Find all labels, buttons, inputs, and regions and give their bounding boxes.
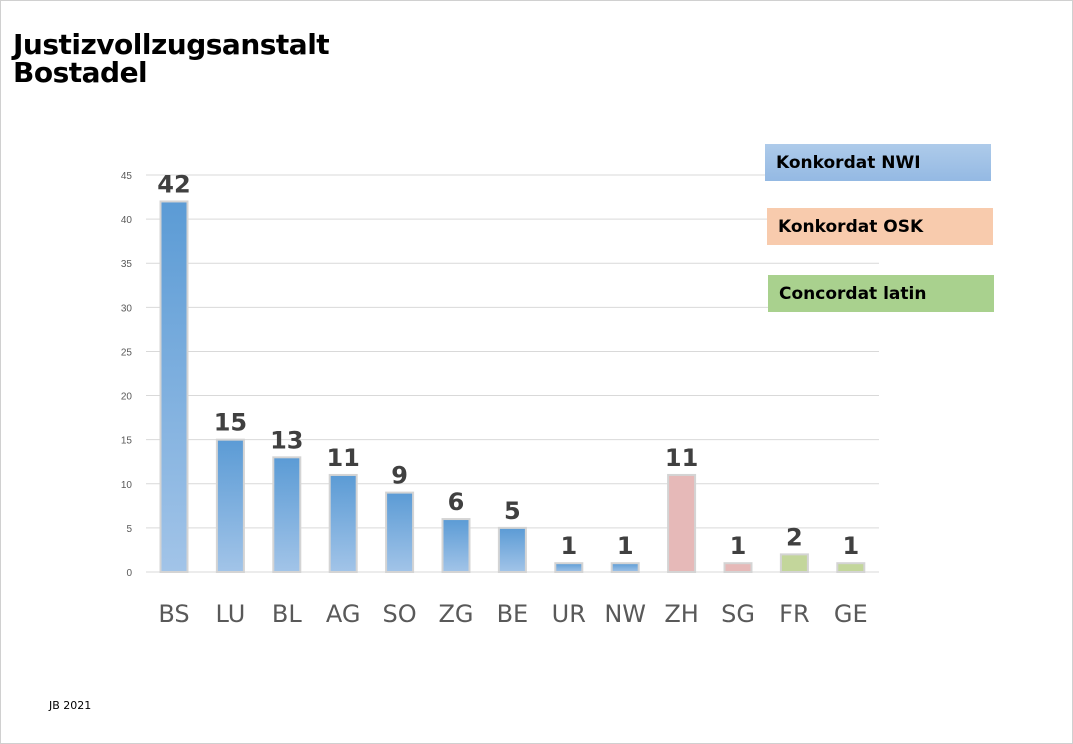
y-tick-label: 35 <box>121 259 133 270</box>
bar-be <box>497 526 527 574</box>
footer-note: JB 2021 <box>49 699 92 712</box>
legend-label: Konkordat NWI <box>776 152 921 173</box>
x-tick-label: BS <box>158 600 189 628</box>
data-label: 1 <box>617 532 634 560</box>
x-tick-label: NW <box>604 600 646 628</box>
data-label: 42 <box>157 170 190 198</box>
bar-sg <box>723 562 753 574</box>
bar-zh <box>667 473 697 574</box>
bar-nw <box>610 562 640 574</box>
bar-so <box>385 491 415 574</box>
data-label: 11 <box>665 444 698 472</box>
x-tick-label: BL <box>272 600 302 628</box>
y-tick-label: 45 <box>121 171 133 182</box>
data-label: 13 <box>270 426 303 454</box>
bar-bl <box>272 456 302 573</box>
chart-title: Justizvollzugsanstalt Bostadel <box>13 28 330 89</box>
y-tick-label: 25 <box>121 347 133 358</box>
title-line-1: Justizvollzugsanstalt <box>13 28 330 61</box>
data-label: 15 <box>214 409 247 437</box>
legend-osk: Konkordat OSK <box>767 208 993 245</box>
y-tick-label: 30 <box>121 303 133 314</box>
bar-lu <box>215 438 245 573</box>
x-tick-label: SO <box>383 600 417 628</box>
x-tick-label: AG <box>326 600 361 628</box>
bar-ag <box>328 473 358 574</box>
data-label: 11 <box>326 444 359 472</box>
y-tick-label: 0 <box>126 568 132 579</box>
data-label: 1 <box>730 532 747 560</box>
bar-ur <box>554 562 584 574</box>
y-tick-label: 10 <box>121 480 133 491</box>
x-tick-label: FR <box>779 600 809 628</box>
y-tick-label: 5 <box>126 524 132 535</box>
x-tick-label: SG <box>721 600 755 628</box>
bar-bs <box>159 200 189 573</box>
data-label: 5 <box>504 497 521 525</box>
data-label: 9 <box>391 462 408 490</box>
legend-label: Konkordat OSK <box>778 216 924 237</box>
x-tick-label: ZG <box>438 600 473 628</box>
y-tick-label: 20 <box>121 392 133 403</box>
legend-latin: Concordat latin <box>768 275 994 312</box>
y-tick-label: 15 <box>121 436 133 447</box>
data-label: 6 <box>448 488 465 516</box>
bar-zg <box>441 518 471 573</box>
data-label: 2 <box>786 523 803 551</box>
data-label: 1 <box>842 532 859 560</box>
bar-fr <box>779 553 809 573</box>
legend-label: Concordat latin <box>779 283 927 304</box>
x-tick-label: UR <box>552 600 586 628</box>
title-line-2: Bostadel <box>13 56 148 89</box>
legend-nwi: Konkordat NWI <box>765 144 991 181</box>
x-tick-label: BE <box>497 600 529 628</box>
data-label: 1 <box>560 532 577 560</box>
y-tick-label: 40 <box>121 215 133 226</box>
bar-ge <box>836 562 866 574</box>
x-tick-label: ZH <box>664 600 699 628</box>
x-tick-label: LU <box>216 600 246 628</box>
x-tick-label: GE <box>834 600 868 628</box>
